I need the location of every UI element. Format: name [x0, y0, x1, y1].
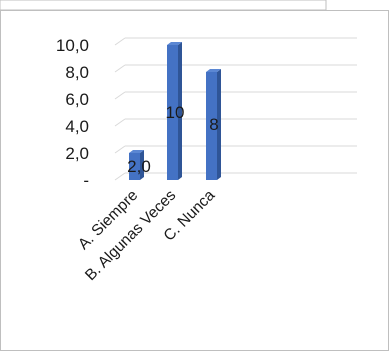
bar-top [129, 150, 144, 153]
gridlines [114, 37, 357, 181]
gridline-depth [114, 118, 126, 127]
gridline-depth [114, 37, 126, 46]
bar-side [140, 150, 144, 180]
y-tick-label: 8,0 [65, 63, 89, 82]
data-label: 2,0 [127, 157, 151, 176]
y-tick-label: 2,0 [65, 144, 89, 163]
y-tick-label: 4,0 [65, 117, 89, 136]
top-frame-strip [0, 0, 327, 11]
y-axis-tick-labels: - 2,0 4,0 6,0 8,0 10,0 [56, 36, 89, 190]
bar [206, 72, 217, 180]
gridline-depth [114, 91, 126, 100]
data-labels: 2,0 10 8 [127, 103, 219, 176]
gridline-depth [114, 145, 126, 154]
bar [129, 153, 140, 180]
bar-side [217, 69, 221, 180]
y-tick-label: 6,0 [65, 90, 89, 109]
bar [167, 45, 178, 180]
y-tick-label: - [83, 171, 89, 190]
chart-border [0, 10, 389, 351]
y-tick-label: 10,0 [56, 36, 89, 55]
bar-top [206, 69, 221, 72]
bar-side [178, 42, 182, 180]
data-label: 10 [166, 103, 185, 122]
bar-top [167, 42, 182, 45]
bars [129, 42, 221, 180]
gridline-depth [114, 172, 126, 181]
gridline-depth [114, 64, 126, 73]
data-label: 8 [209, 115, 218, 134]
